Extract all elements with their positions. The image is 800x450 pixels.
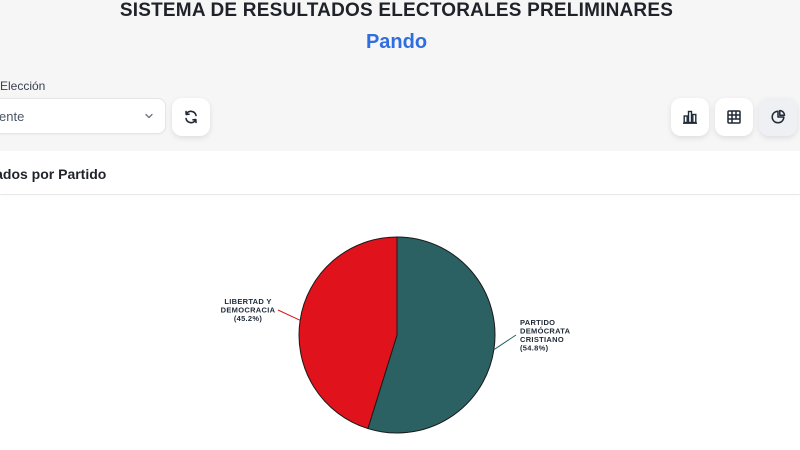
chevron-down-icon [145,113,153,119]
election-select-value: ente [0,109,25,124]
slice-label: DEMOCRACIA [221,306,276,315]
bar-chart-icon [683,110,697,124]
slice-label: CRISTIANO [520,335,564,344]
pie-slice[interactable] [367,236,496,434]
bar-chart-view-button[interactable] [671,98,709,136]
table-view-button[interactable] [715,98,753,136]
refresh-icon [185,110,197,124]
slice-label: PARTIDO [520,318,555,327]
page-title: SISTEMA DE RESULTADOS ELECTORALES PRELIM… [119,0,674,21]
pie-chart-view-button[interactable] [759,98,797,136]
slice-label: LIBERTAD Y [224,297,271,306]
results-card: ultados por Partido PARTIDODEMÓCRATACRIS… [0,151,800,450]
card-title: ultados por Partido [0,166,107,182]
slice-label: DEMÓCRATA [520,326,571,335]
department-name: Pando [365,31,428,53]
pie-chart-icon [771,109,786,124]
election-select[interactable]: ente [0,98,166,134]
slice-leader-line [493,334,517,351]
slice-label: (45.2%) [234,314,263,323]
slice-leader-line [277,309,301,321]
card-divider [0,194,800,195]
table-icon [727,110,741,124]
election-label: Elección [0,79,46,93]
slice-label: (54.8%) [520,343,549,352]
refresh-button[interactable] [172,98,210,136]
